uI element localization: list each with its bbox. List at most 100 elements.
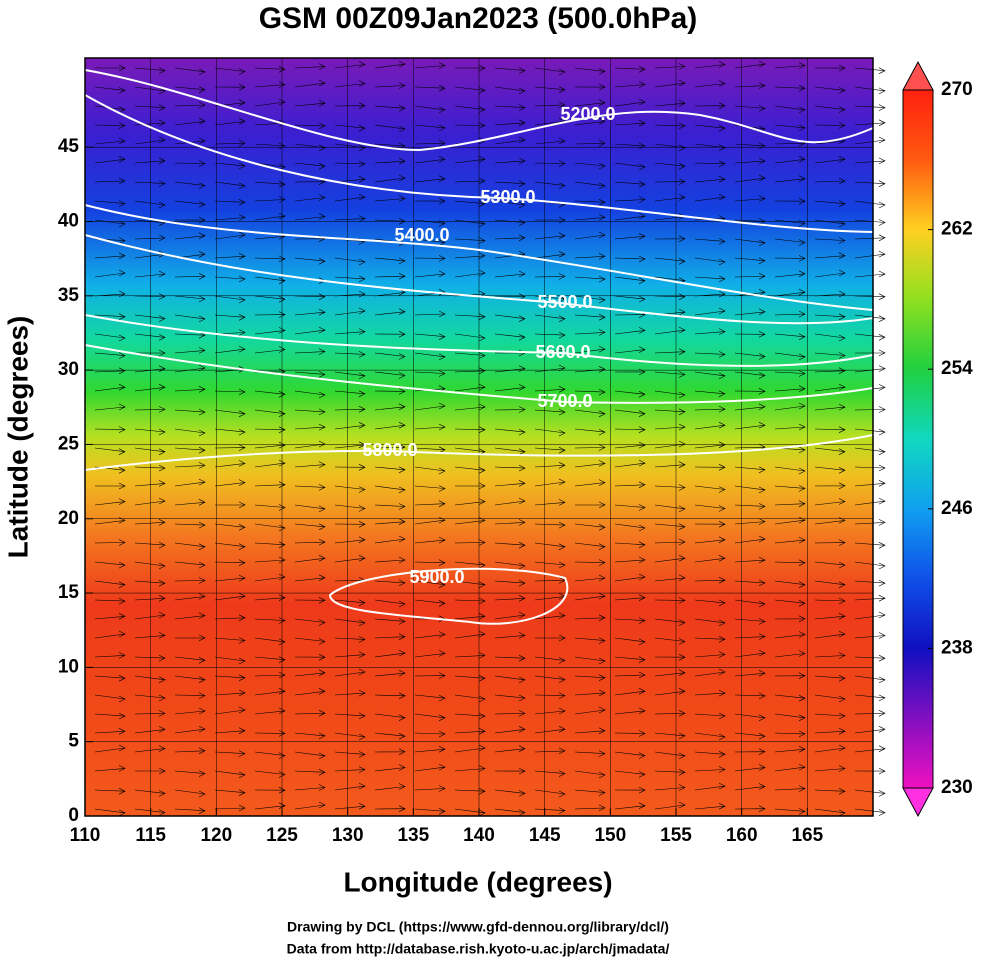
streamline bbox=[214, 428, 246, 436]
streamline bbox=[494, 541, 526, 549]
streamline bbox=[854, 119, 886, 127]
streamline bbox=[294, 99, 326, 107]
streamline bbox=[774, 197, 806, 205]
streamline bbox=[694, 636, 726, 643]
streamline bbox=[214, 689, 246, 697]
streamline bbox=[214, 231, 246, 240]
streamline bbox=[574, 750, 606, 757]
streamline bbox=[734, 371, 766, 379]
streamline bbox=[454, 313, 486, 320]
streamline bbox=[414, 672, 446, 679]
streamline bbox=[254, 671, 286, 679]
streamline bbox=[734, 649, 766, 658]
streamline bbox=[134, 480, 166, 487]
streamline bbox=[454, 155, 486, 164]
streamline bbox=[94, 728, 126, 735]
streamline bbox=[294, 637, 326, 645]
contour-label: 5200.0 bbox=[560, 104, 615, 124]
streamline bbox=[94, 403, 126, 411]
streamline bbox=[614, 98, 646, 107]
streamline bbox=[814, 447, 846, 455]
streamline bbox=[134, 67, 166, 74]
streamline bbox=[574, 637, 606, 644]
streamline bbox=[774, 713, 806, 722]
streamline bbox=[614, 346, 646, 354]
streamline bbox=[494, 136, 526, 145]
streamline bbox=[294, 371, 326, 378]
streamline bbox=[214, 674, 246, 682]
streamline bbox=[614, 671, 646, 679]
streamline bbox=[254, 255, 286, 263]
streamline bbox=[694, 802, 726, 810]
streamline bbox=[134, 384, 166, 392]
streamline bbox=[134, 611, 166, 620]
streamline bbox=[654, 769, 686, 776]
contour-line bbox=[84, 314, 874, 367]
streamline bbox=[414, 580, 446, 588]
streamline bbox=[94, 333, 126, 342]
streamline bbox=[654, 257, 686, 265]
streamline bbox=[574, 345, 606, 354]
streamline bbox=[734, 257, 766, 265]
streamline bbox=[534, 331, 566, 339]
streamline bbox=[214, 409, 246, 418]
streamline bbox=[854, 497, 886, 506]
streamline bbox=[134, 694, 166, 702]
streamline bbox=[814, 352, 846, 359]
streamline bbox=[534, 707, 566, 715]
streamline bbox=[574, 140, 606, 147]
streamline bbox=[614, 327, 646, 335]
streamline bbox=[414, 785, 446, 792]
streamline bbox=[654, 554, 686, 563]
streamline bbox=[734, 633, 766, 640]
streamline bbox=[454, 517, 486, 525]
colorbar-tick-label: 254 bbox=[941, 358, 973, 379]
streamline bbox=[334, 275, 366, 283]
streamline bbox=[814, 86, 846, 94]
streamline bbox=[814, 652, 846, 659]
streamline bbox=[614, 786, 646, 794]
streamline bbox=[174, 117, 206, 126]
streamline bbox=[734, 503, 766, 510]
streamline bbox=[614, 594, 646, 601]
streamline bbox=[614, 523, 646, 532]
streamline bbox=[734, 403, 766, 411]
streamline bbox=[374, 421, 406, 430]
streamline bbox=[614, 66, 646, 73]
streamline bbox=[654, 99, 686, 107]
streamline bbox=[774, 615, 806, 623]
streamline bbox=[774, 650, 806, 658]
streamline bbox=[694, 257, 726, 266]
streamline bbox=[854, 180, 886, 187]
streamline bbox=[254, 311, 286, 318]
streamline bbox=[374, 518, 406, 525]
streamline bbox=[774, 672, 806, 679]
streamline bbox=[134, 428, 166, 436]
streamline bbox=[94, 269, 126, 278]
streamline bbox=[774, 310, 806, 318]
streamline bbox=[814, 466, 846, 474]
streamline bbox=[534, 273, 566, 280]
streamline bbox=[854, 808, 886, 816]
streamline bbox=[654, 79, 686, 88]
streamline bbox=[854, 349, 886, 357]
streamline bbox=[134, 595, 166, 602]
streamline bbox=[534, 446, 566, 454]
streamline bbox=[814, 630, 846, 639]
streamline bbox=[694, 80, 726, 88]
streamline bbox=[254, 617, 286, 624]
streamline bbox=[534, 807, 566, 814]
contour-line bbox=[84, 94, 874, 233]
streamline bbox=[774, 808, 806, 815]
streamline bbox=[574, 162, 606, 170]
streamline bbox=[294, 769, 326, 776]
streamline bbox=[414, 599, 446, 607]
streamline bbox=[534, 521, 566, 529]
streamline bbox=[254, 523, 286, 532]
streamline bbox=[694, 390, 726, 398]
streamline bbox=[574, 656, 606, 665]
streamline bbox=[854, 561, 886, 570]
streamline bbox=[414, 352, 446, 361]
streamline bbox=[334, 422, 366, 430]
streamline bbox=[734, 60, 766, 69]
